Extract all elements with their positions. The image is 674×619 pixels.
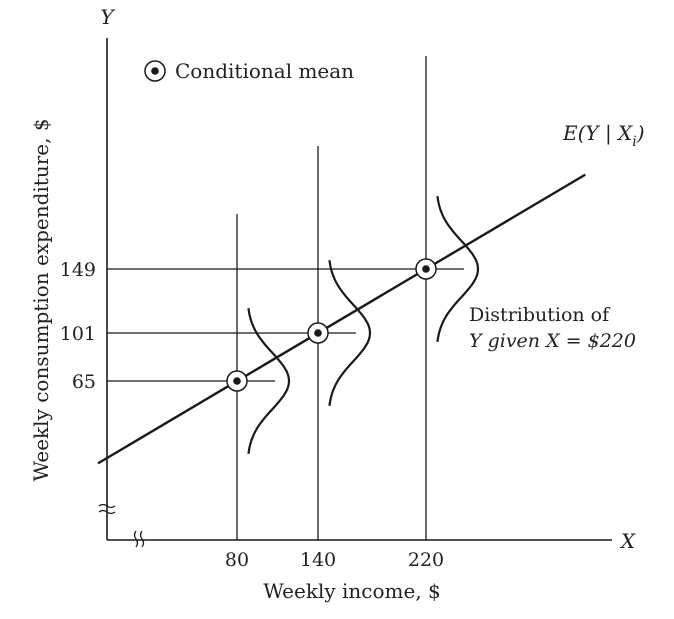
regression-label: E(Y | Xi) [562, 121, 645, 150]
legend-marker-dot [151, 67, 159, 75]
x-axis-break [133, 530, 145, 548]
conditional-distribution-curves [247, 196, 480, 454]
mean-point-dot-x220 [422, 265, 430, 273]
vertical-income-lines [236, 56, 427, 540]
legend-label: Conditional mean [175, 59, 354, 83]
distribution-annotation-line1: Distribution of [469, 304, 611, 326]
y-tick-label-65: 65 [72, 371, 96, 393]
conditional-mean-points [226, 258, 437, 392]
horizontal-mean-lines [107, 268, 464, 382]
x-axis-title: Weekly income, $ [263, 579, 441, 603]
y-axis-break [98, 503, 116, 515]
regression-line [97, 173, 586, 465]
x-tick-label-220: 220 [408, 549, 444, 571]
distribution-curve-x140 [328, 260, 372, 406]
distribution-curve-x220 [436, 196, 480, 342]
x-axis-letter: X [619, 529, 636, 553]
y-axis-title: Weekly consumption expenditure, $ [29, 118, 53, 481]
y-axis-letter: Y [100, 5, 115, 29]
x-tick-label-140: 140 [300, 549, 336, 571]
mean-point-dot-x80 [233, 377, 241, 385]
distribution-annotation-line2: Y given X = $220 [469, 330, 636, 352]
y-tick-labels: 149 101 65 [60, 259, 96, 393]
x-tick-label-80: 80 [225, 549, 249, 571]
y-tick-label-101: 101 [60, 323, 96, 345]
legend: Conditional mean [144, 59, 354, 83]
y-tick-label-149: 149 [60, 259, 96, 281]
distribution-curve-x80 [247, 308, 291, 454]
mean-point-dot-x140 [314, 329, 322, 337]
x-tick-labels: 80 140 220 [225, 549, 444, 571]
